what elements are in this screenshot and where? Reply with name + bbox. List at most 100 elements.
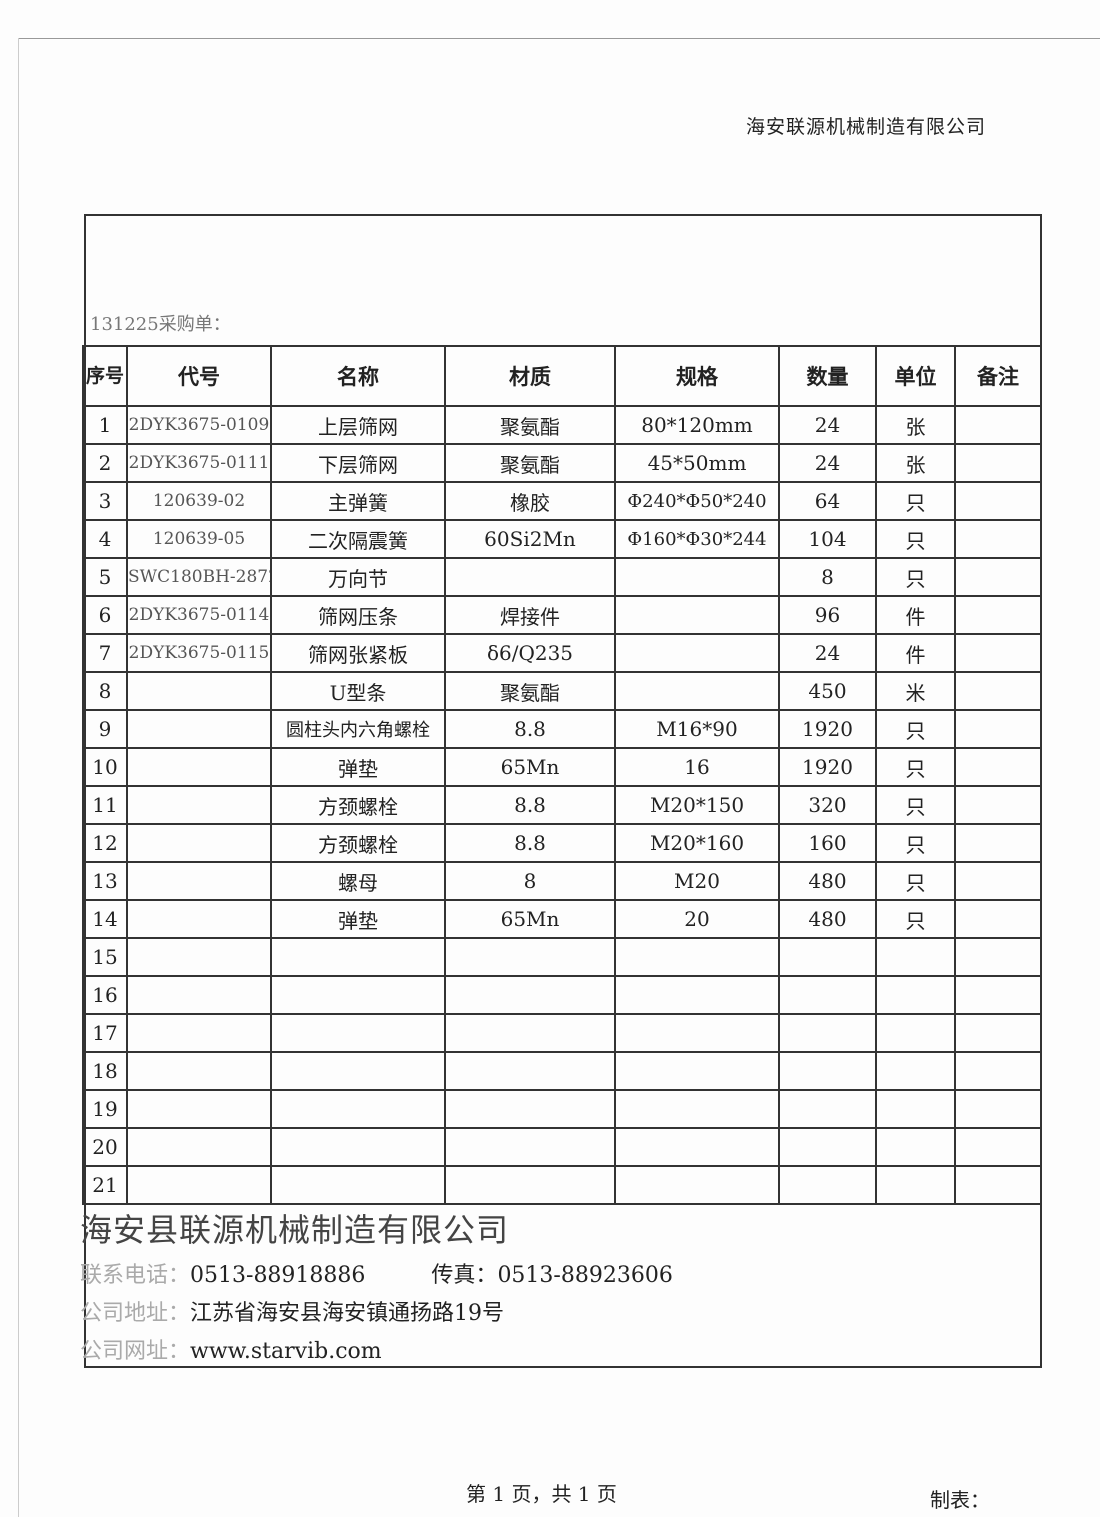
table-cell: 104 (778, 519, 877, 559)
scan-edge-left (18, 38, 19, 1517)
table-cell (614, 937, 780, 977)
table-cell: 圆柱头内六角螺栓 (270, 709, 446, 749)
table-cell: 65Mn (444, 747, 616, 787)
table-cell: 上层筛网 (270, 405, 446, 445)
table-cell: 20 (614, 899, 780, 939)
table-cell: 1 (82, 405, 128, 445)
table-cell (778, 975, 877, 1015)
table-row: 20 (82, 1127, 1042, 1167)
table-row: 1 2DYK3675-0109 上层筛网 聚氨酯 80*120mm 24 张 (82, 405, 1042, 445)
table-row: 10 弹垫 65Mn 16 1920 只 (82, 747, 1042, 787)
table-cell: 96 (778, 595, 877, 635)
table-cell (778, 1089, 877, 1129)
table-cell (954, 1051, 1042, 1091)
table-cell: 14 (82, 899, 128, 939)
table-cell: 20 (82, 1127, 128, 1167)
table-cell (126, 899, 272, 939)
table-cell: 筛网张紧板 (270, 633, 446, 673)
table-cell (270, 1165, 446, 1205)
table-cell: 聚氨酯 (444, 443, 616, 483)
table-cell: 万向节 (270, 557, 446, 597)
table-cell: 65Mn (444, 899, 616, 939)
maker-label: 制表： (930, 1488, 990, 1512)
table-cell: 60Si2Mn (444, 519, 616, 559)
table-cell: 80*120mm (614, 405, 780, 445)
table-cell: 聚氨酯 (444, 671, 616, 711)
table-cell: 18 (82, 1051, 128, 1091)
table-cell (954, 861, 1042, 901)
table-cell: 只 (875, 861, 956, 901)
table-cell (126, 671, 272, 711)
table-cell (126, 823, 272, 863)
fax-label: 传真： (431, 1263, 498, 1288)
table-cell: M16*90 (614, 709, 780, 749)
table-cell: 8.8 (444, 709, 616, 749)
table-cell (126, 785, 272, 825)
table-cell (444, 1051, 616, 1091)
table-cell (126, 975, 272, 1015)
table-cell (444, 557, 616, 597)
table-cell (126, 937, 272, 977)
table-cell (778, 937, 877, 977)
table-cell (444, 1165, 616, 1205)
table-row: 8 U型条 聚氨酯 450 米 (82, 671, 1042, 711)
column-header: 材质 (444, 345, 616, 407)
table-cell: 只 (875, 785, 956, 825)
table-cell (778, 1051, 877, 1091)
table-cell (444, 1089, 616, 1129)
table-cell: 2DYK3675-0109 (126, 405, 272, 445)
table-row: 18 (82, 1051, 1042, 1091)
table-cell (126, 861, 272, 901)
table-cell: 6 (82, 595, 128, 635)
table-cell (954, 1165, 1042, 1205)
column-header: 序号 (82, 345, 128, 407)
order-table: 序号 代号 名称 材质 规格 数量 单位 备注 1 2DYK3675-0109 上层筛网 聚氨酯 80… (82, 345, 1042, 1205)
table-cell: 17 (82, 1013, 128, 1053)
table-row: 14 弹垫 65Mn 20 480 只 (82, 899, 1042, 939)
table-cell (954, 1013, 1042, 1053)
web-label: 公司网址： (80, 1339, 191, 1364)
table-cell (954, 899, 1042, 939)
table-cell: 8 (778, 557, 877, 597)
table-cell (954, 671, 1042, 711)
table-cell (875, 1089, 956, 1129)
table-cell: 13 (82, 861, 128, 901)
table-cell: 弹垫 (270, 899, 446, 939)
table-cell (126, 747, 272, 787)
table-header: 序号 代号 名称 材质 规格 数量 单位 备注 (82, 345, 1042, 407)
table-cell: 45*50mm (614, 443, 780, 483)
table-cell (954, 405, 1042, 445)
table-cell (444, 1013, 616, 1053)
table-cell: M20*150 (614, 785, 780, 825)
table-cell: 120639-05 (126, 519, 272, 559)
footer-contact: 海安县联源机械制造有限公司 联系电话：0513-88918886 传真：0513-… (80, 1205, 673, 1365)
table-cell: 2DYK3675-0111 (126, 443, 272, 483)
table-row: 21 (82, 1165, 1042, 1205)
table-cell (614, 1089, 780, 1129)
column-header: 数量 (778, 345, 877, 407)
table-cell: M20 (614, 861, 780, 901)
table-cell: 主弹簧 (270, 481, 446, 521)
table-cell: 2DYK3675-0115 (126, 633, 272, 673)
table-cell: Φ160*Φ30*244 (614, 519, 780, 559)
table-cell (444, 937, 616, 977)
table-cell (126, 709, 272, 749)
phone: 0513-88918886 (190, 1263, 366, 1288)
table-cell (614, 633, 780, 673)
address-label: 公司地址： (80, 1301, 191, 1326)
table-cell: 米 (875, 671, 956, 711)
table-cell (954, 709, 1042, 749)
table-cell (126, 1051, 272, 1091)
table-cell: 下层筛网 (270, 443, 446, 483)
table-cell (875, 1165, 956, 1205)
table-cell: 只 (875, 519, 956, 559)
phone-label: 联系电话： (80, 1263, 191, 1288)
table-cell: 24 (778, 405, 877, 445)
table-cell (875, 1127, 956, 1167)
table-cell: 二次隔震簧 (270, 519, 446, 559)
table-cell (778, 1127, 877, 1167)
table-cell (614, 1013, 780, 1053)
table-cell: 只 (875, 709, 956, 749)
table-cell: 24 (778, 443, 877, 483)
table-row: 4 120639-05 二次隔震簧 60Si2Mn Φ160*Φ30*244 104 只 (82, 519, 1042, 559)
